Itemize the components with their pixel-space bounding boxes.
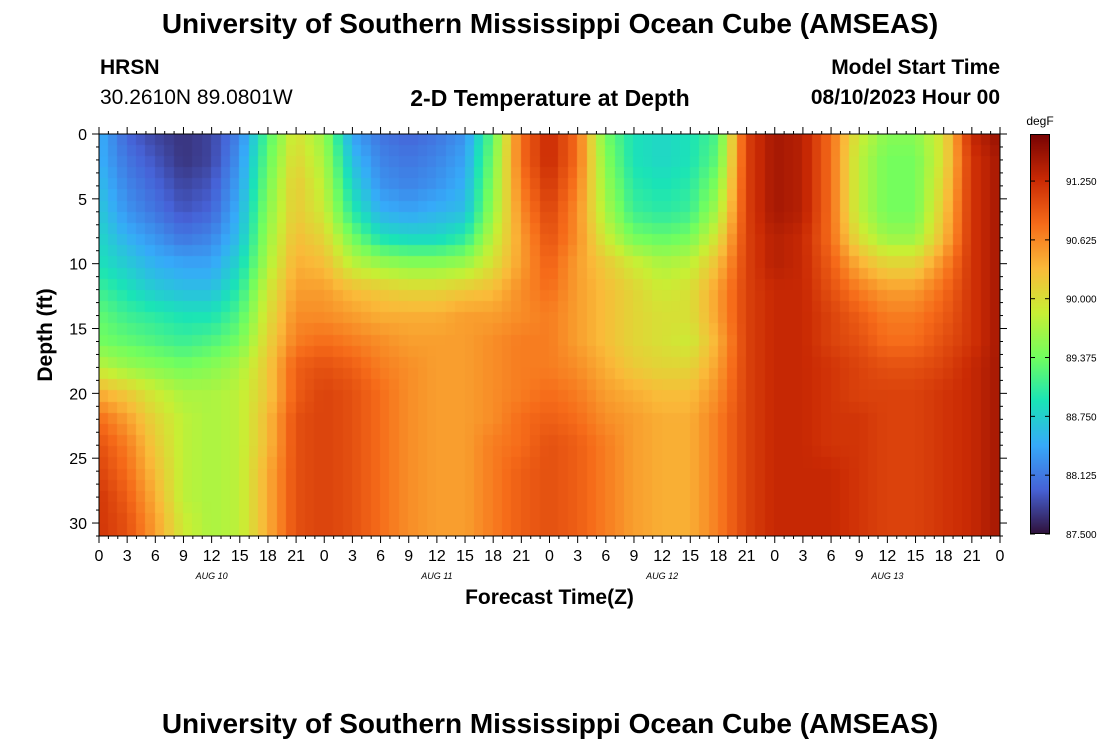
x-day-label: AUG 13 xyxy=(870,571,903,581)
y-tick-label: 0 xyxy=(78,127,87,144)
model-start-label: Model Start Time xyxy=(831,56,1000,79)
y-tick-label: 30 xyxy=(69,516,87,533)
x-day-label: AUG 12 xyxy=(645,571,678,581)
x-tick-label: 6 xyxy=(376,548,385,565)
x-tick-label: 12 xyxy=(653,548,671,565)
x-tick-label: 15 xyxy=(456,548,474,565)
y-tick-label: 5 xyxy=(78,192,87,209)
x-tick-label: 15 xyxy=(681,548,699,565)
x-tick-label: 21 xyxy=(963,548,981,565)
y-tick-label: 15 xyxy=(69,322,87,339)
x-tick-label: 6 xyxy=(151,548,160,565)
x-day-label: AUG 11 xyxy=(420,571,452,581)
x-tick-label: 6 xyxy=(827,548,836,565)
x-tick-label: 18 xyxy=(484,548,502,565)
x-day-label: AUG 10 xyxy=(195,571,228,581)
x-tick-label: 12 xyxy=(428,548,446,565)
x-tick-label: 12 xyxy=(203,548,221,565)
chart-title: 2-D Temperature at Depth xyxy=(410,85,690,111)
model-start-time: 08/10/2023 Hour 00 xyxy=(810,86,1000,109)
page-title-bottom: University of Southern Mississippi Ocean… xyxy=(161,708,939,739)
x-tick-label: 18 xyxy=(935,548,953,565)
plot-frame xyxy=(98,133,1001,537)
x-tick-label: 9 xyxy=(630,548,639,565)
y-tick-label: 20 xyxy=(69,386,87,403)
y-axis-label: Depth (ft) xyxy=(34,288,57,381)
colorbar-gradient xyxy=(1030,134,1050,534)
x-tick-label: 21 xyxy=(738,548,756,565)
colorbar-tick-label: 89.375 xyxy=(1066,354,1097,365)
colorbar-tick-label: 90.000 xyxy=(1066,295,1097,306)
x-tick-label: 15 xyxy=(907,548,925,565)
x-tick-label: 21 xyxy=(512,548,530,565)
colorbar-tick-label: 90.625 xyxy=(1066,236,1097,247)
colorbar-tick-label: 88.125 xyxy=(1066,471,1097,482)
x-tick-label: 0 xyxy=(545,548,554,565)
x-tick-label: 9 xyxy=(404,548,413,565)
y-tick-label: 25 xyxy=(69,451,87,468)
x-tick-label: 0 xyxy=(770,548,779,565)
station-coordinates: 30.2610N 89.0801W xyxy=(100,86,293,109)
colorbar-tick-label: 87.500 xyxy=(1066,530,1097,541)
x-tick-label: 12 xyxy=(878,548,896,565)
temperature-heatmap xyxy=(99,134,1000,536)
page-title-top: University of Southern Mississippi Ocean… xyxy=(161,8,939,39)
colorbar-unit-label: degF xyxy=(1026,114,1053,128)
colorbar-tick-label: 91.250 xyxy=(1066,177,1097,188)
x-tick-label: 0 xyxy=(996,548,1005,565)
x-axis-label: Forecast Time(Z) xyxy=(465,586,634,609)
y-tick-label: 10 xyxy=(69,257,87,274)
x-tick-label: 9 xyxy=(855,548,864,565)
x-tick-label: 6 xyxy=(601,548,610,565)
x-tick-label: 3 xyxy=(798,548,807,565)
x-tick-label: 9 xyxy=(179,548,188,565)
x-tick-label: 3 xyxy=(348,548,357,565)
x-tick-label: 18 xyxy=(710,548,728,565)
x-tick-label: 3 xyxy=(573,548,582,565)
colorbar-tick-label: 88.750 xyxy=(1066,412,1097,423)
x-tick-label: 21 xyxy=(287,548,305,565)
x-tick-label: 0 xyxy=(320,548,329,565)
x-tick-label: 15 xyxy=(231,548,249,565)
x-tick-label: 18 xyxy=(259,548,277,565)
x-tick-label: 0 xyxy=(95,548,104,565)
station-name: HRSN xyxy=(100,56,160,79)
x-tick-label: 3 xyxy=(123,548,132,565)
